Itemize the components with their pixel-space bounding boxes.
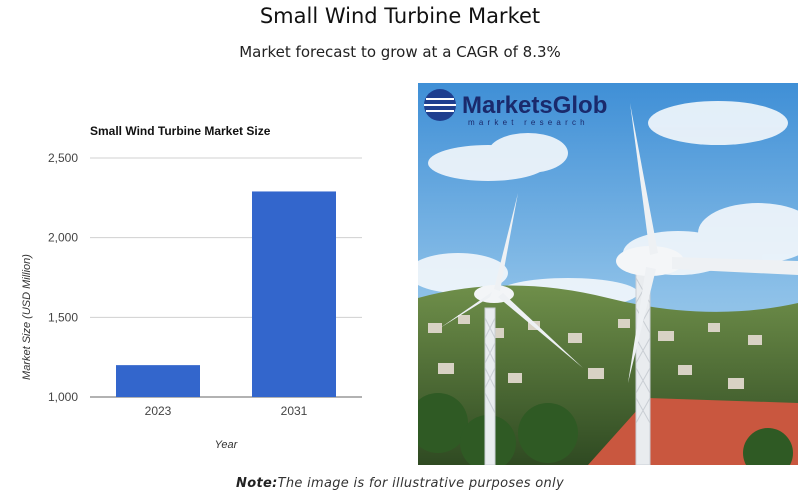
turbine-small-rotor (440, 193, 583, 368)
y-tick-label: 2,000 (48, 231, 78, 245)
page-title: Small Wind Turbine Market (259, 4, 541, 28)
bar-chart: Small Wind Turbine Market Size 1,000 1,50… (21, 124, 362, 451)
footnote: Note:The image is for illustrative purpo… (0, 476, 800, 491)
footnote-text: The image is for illustrative purposes o… (277, 476, 564, 491)
y-tick-label: 1,000 (48, 390, 78, 404)
y-axis-ticks: 1,000 1,500 2,000 2,500 (48, 151, 78, 404)
wind-turbine-photo: MarketsGlob market research (418, 83, 798, 465)
y-axis-label: Market Size (USD Million) (21, 254, 33, 380)
y-tick-label: 2,500 (48, 151, 78, 165)
chart-title: Small Wind Turbine Market Size (90, 124, 271, 138)
y-tick-label: 1,500 (48, 310, 78, 324)
turbine-large (616, 103, 798, 465)
logo-tagline: market research (468, 118, 589, 127)
x-axis-label: Year (215, 439, 239, 451)
page-subtitle: Market forecast to grow at a CAGR of 8.3… (239, 43, 561, 61)
bar-2031 (252, 191, 336, 397)
turbine-small (484, 307, 496, 465)
bar-2023 (116, 365, 200, 397)
marketsglob-logo: MarketsGlob market research (424, 89, 607, 127)
footnote-label: Note: (236, 476, 278, 491)
logo-text: MarketsGlob (462, 92, 607, 119)
x-tick-label: 2023 (145, 404, 172, 418)
x-tick-label: 2031 (281, 404, 308, 418)
chart-bars (116, 191, 336, 397)
x-axis-ticks: 2023 2031 (145, 404, 308, 418)
